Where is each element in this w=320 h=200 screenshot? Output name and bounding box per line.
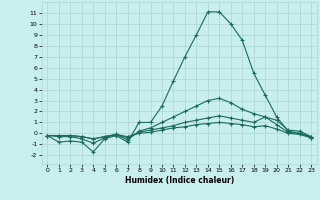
X-axis label: Humidex (Indice chaleur): Humidex (Indice chaleur) [124,176,234,185]
